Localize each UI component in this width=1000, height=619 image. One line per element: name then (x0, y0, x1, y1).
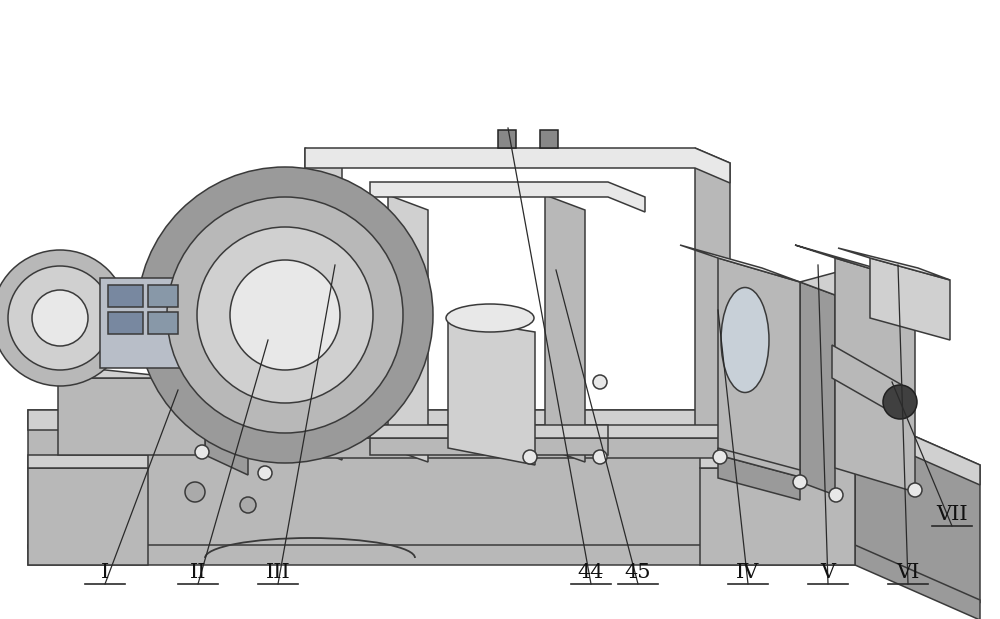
Bar (100, 278, 188, 368)
Polygon shape (800, 282, 835, 495)
Circle shape (230, 260, 340, 370)
Polygon shape (388, 195, 428, 462)
Circle shape (523, 450, 537, 464)
Bar (108, 312, 143, 334)
Circle shape (593, 450, 607, 464)
Text: III: III (266, 563, 290, 582)
Bar (148, 285, 178, 307)
Polygon shape (28, 410, 855, 548)
Circle shape (713, 450, 727, 464)
Polygon shape (305, 148, 342, 460)
Circle shape (8, 266, 112, 370)
Polygon shape (545, 195, 585, 462)
Polygon shape (28, 410, 980, 485)
Text: II: II (190, 563, 206, 582)
Polygon shape (370, 438, 608, 455)
Polygon shape (795, 245, 915, 282)
Circle shape (0, 250, 128, 386)
Circle shape (137, 167, 433, 463)
Polygon shape (700, 455, 855, 468)
Polygon shape (305, 425, 730, 438)
Circle shape (593, 375, 607, 389)
Circle shape (258, 466, 272, 480)
Polygon shape (370, 425, 608, 438)
Circle shape (240, 497, 256, 513)
Polygon shape (800, 272, 872, 295)
Text: IV: IV (736, 563, 760, 582)
Text: I: I (101, 563, 109, 582)
Polygon shape (680, 245, 800, 282)
Polygon shape (870, 258, 950, 340)
Circle shape (195, 445, 209, 459)
Circle shape (829, 488, 843, 502)
Polygon shape (305, 438, 730, 458)
Text: VI: VI (896, 563, 920, 582)
Polygon shape (718, 455, 800, 500)
Polygon shape (855, 545, 980, 619)
Polygon shape (28, 545, 855, 565)
Text: VII: VII (936, 505, 968, 524)
Polygon shape (205, 378, 248, 475)
Circle shape (185, 482, 205, 502)
Polygon shape (58, 378, 205, 455)
Text: 45: 45 (625, 563, 651, 582)
Circle shape (167, 197, 403, 433)
Ellipse shape (446, 304, 534, 332)
Polygon shape (718, 448, 800, 477)
Text: 44: 44 (578, 563, 604, 582)
Bar (108, 285, 143, 307)
Bar (148, 312, 178, 334)
Bar (540, 130, 558, 148)
Polygon shape (28, 455, 148, 468)
Polygon shape (832, 345, 902, 418)
Polygon shape (58, 365, 248, 398)
Polygon shape (28, 468, 148, 565)
Polygon shape (695, 148, 730, 460)
Polygon shape (448, 318, 535, 465)
Polygon shape (718, 258, 800, 482)
Polygon shape (305, 148, 730, 183)
Bar (498, 130, 516, 148)
Circle shape (32, 290, 88, 346)
Circle shape (793, 475, 807, 489)
Polygon shape (838, 248, 950, 280)
Ellipse shape (721, 287, 769, 392)
Circle shape (908, 483, 922, 497)
Circle shape (197, 227, 373, 403)
Polygon shape (700, 468, 855, 565)
Text: V: V (820, 563, 836, 582)
Polygon shape (370, 182, 645, 212)
Polygon shape (855, 410, 980, 603)
Circle shape (883, 385, 917, 419)
Polygon shape (835, 258, 915, 492)
